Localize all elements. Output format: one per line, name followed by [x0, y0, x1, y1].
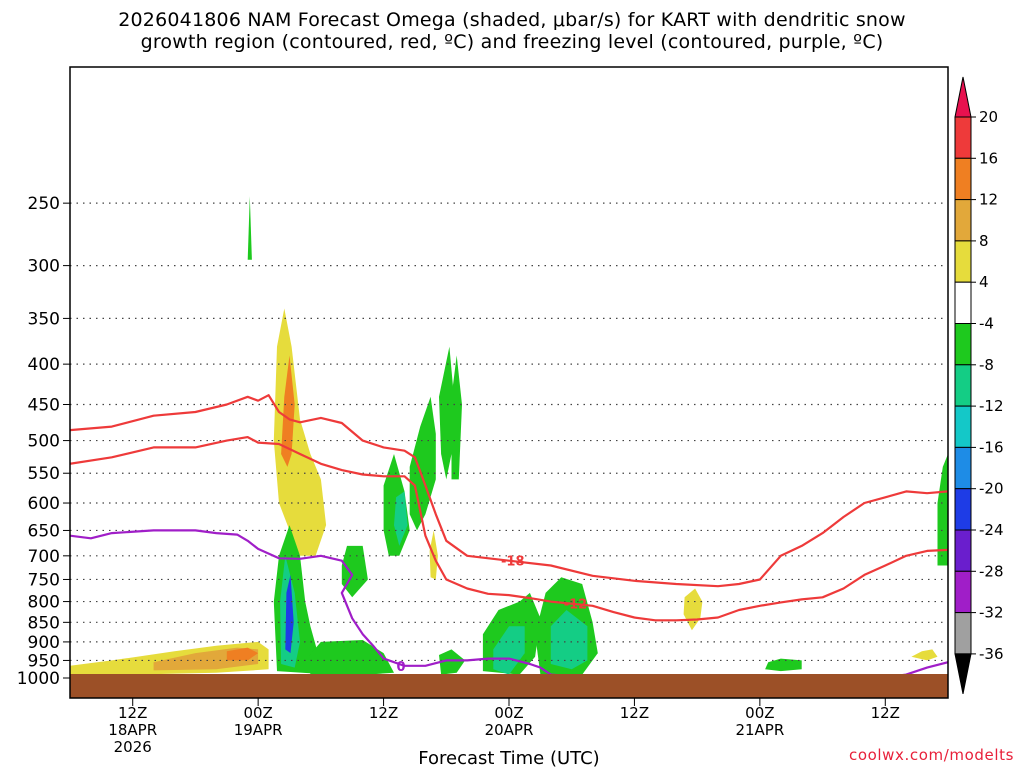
plot-frame — [69, 66, 949, 699]
contour-line-0 — [70, 394, 948, 588]
colorbar-swatch-4 — [954, 240, 972, 283]
omega-region-22 — [683, 588, 703, 631]
x-tick-label-1-0: 00Z — [243, 704, 272, 722]
y-tick-label-550: 550 — [28, 464, 60, 484]
credit-text: coolwx.com/modelts — [849, 746, 1014, 764]
omega-region-2 — [281, 355, 295, 467]
x-tick-label-6-0: 12Z — [871, 704, 900, 722]
omega-region-5 — [226, 647, 259, 661]
omega-region-8 — [285, 574, 294, 654]
x-tick-label-0-2: 2026 — [114, 738, 152, 756]
omega-region-19 — [493, 626, 525, 675]
colorbar-label-5: -4 — [979, 315, 994, 333]
colorbar-label-6: -8 — [979, 356, 994, 374]
y-tick-label-500: 500 — [28, 432, 60, 452]
colorbar-swatch-6 — [954, 323, 972, 366]
x-tick-label-3-1: 20APR — [485, 721, 534, 739]
colorbar: 20 16 12 8 4 -4 -8 -12 -16 -20 -24 -28 -32 -36 — [954, 76, 1004, 694]
colorbar-swatch-3 — [954, 199, 972, 242]
omega-shading — [70, 196, 948, 677]
colorbar-top-arrow — [954, 76, 972, 118]
colorbar-swatch-7 — [954, 364, 972, 407]
omega-region-13 — [409, 396, 436, 531]
colorbar-swatch-9 — [954, 446, 972, 490]
colorbar-swatch-12 — [954, 570, 972, 614]
y-tick-label-850: 850 — [28, 613, 60, 633]
contour-label-2: 0 — [396, 660, 405, 675]
omega-region-25 — [937, 454, 948, 566]
x-tick-label-0-0: 12Z — [118, 704, 147, 722]
colorbar-label-10: -24 — [979, 521, 1004, 539]
x-tick-label-3-0: 00Z — [494, 704, 523, 722]
ground-surface — [70, 674, 948, 698]
omega-region-0 — [247, 196, 252, 260]
y-tick-label-900: 900 — [28, 633, 60, 653]
omega-region-14 — [439, 346, 455, 480]
colorbar-label-7: -12 — [979, 397, 1004, 415]
x-tick-label-5-0: 00Z — [745, 704, 774, 722]
colorbar-label-2: 12 — [979, 191, 998, 209]
colorbar-label-4: 4 — [979, 273, 989, 291]
y-tick-label-950: 950 — [28, 651, 60, 671]
y-tick-label-750: 750 — [28, 570, 60, 590]
y-tick-label-600: 600 — [28, 494, 60, 514]
colorbar-swatch-2 — [954, 157, 972, 201]
x-tick-label-4-0: 12Z — [620, 704, 649, 722]
y-tick-label-400: 400 — [28, 355, 60, 375]
omega-region-16 — [451, 355, 462, 480]
contour-label-1: -12 — [564, 598, 588, 613]
y-tick-label-650: 650 — [28, 521, 60, 541]
colorbar-label-13: -36 — [979, 645, 1004, 663]
colorbar-label-12: -32 — [979, 604, 1004, 622]
x-tick-label-0-1: 18APR — [108, 721, 157, 739]
colorbar-swatch-13 — [954, 612, 972, 655]
colorbar-swatch-5 — [954, 281, 972, 325]
omega-region-1 — [273, 308, 327, 556]
y-tick-label-1000: 1000 — [17, 669, 60, 689]
colorbar-bottom-arrow — [954, 653, 972, 694]
y-tick-label-700: 700 — [28, 547, 60, 567]
y-tick-label-800: 800 — [28, 593, 60, 613]
colorbar-label-8: -16 — [979, 438, 1004, 456]
omega-region-24 — [911, 649, 938, 661]
omega-region-23 — [765, 658, 802, 672]
colorbar-swatch-8 — [954, 405, 972, 448]
contour-line-1 — [70, 436, 948, 622]
omega-region-9 — [308, 640, 394, 677]
colorbar-swatch-10 — [954, 488, 972, 531]
colorbar-label-1: 16 — [979, 149, 998, 167]
y-tick-label-250: 250 — [28, 194, 60, 214]
y-tick-label-350: 350 — [28, 309, 60, 329]
x-tick-label-2-0: 12Z — [369, 704, 398, 722]
colorbar-label-0: 20 — [979, 108, 998, 126]
colorbar-label-11: -28 — [979, 562, 1004, 580]
y-tick-label-450: 450 — [28, 395, 60, 415]
colorbar-label-9: -20 — [979, 480, 1004, 498]
colorbar-label-3: 8 — [979, 232, 989, 250]
x-tick-label-5-1: 21APR — [735, 721, 784, 739]
chart-title-line1: 2026041806 NAM Forecast Omega (shaded, μ… — [118, 9, 906, 31]
omega-region-17 — [439, 649, 466, 675]
pressure-axis: 2503003504004505005506006507007508008509… — [17, 194, 70, 689]
x-tick-label-1-1: 19APR — [234, 721, 283, 739]
pressure-gridlines — [70, 202, 948, 662]
colorbar-swatch-1 — [954, 116, 972, 159]
omega-region-10 — [341, 545, 368, 598]
omega-region-12 — [394, 491, 408, 546]
chart-title-line2: growth region (contoured, red, ºC) and f… — [140, 31, 884, 53]
contour-label-0: -18 — [501, 555, 525, 570]
y-tick-label-300: 300 — [28, 257, 60, 277]
x-axis-title: Forecast Time (UTC) — [418, 748, 599, 768]
omega-region-21 — [550, 610, 588, 670]
colorbar-swatch-11 — [954, 529, 972, 572]
